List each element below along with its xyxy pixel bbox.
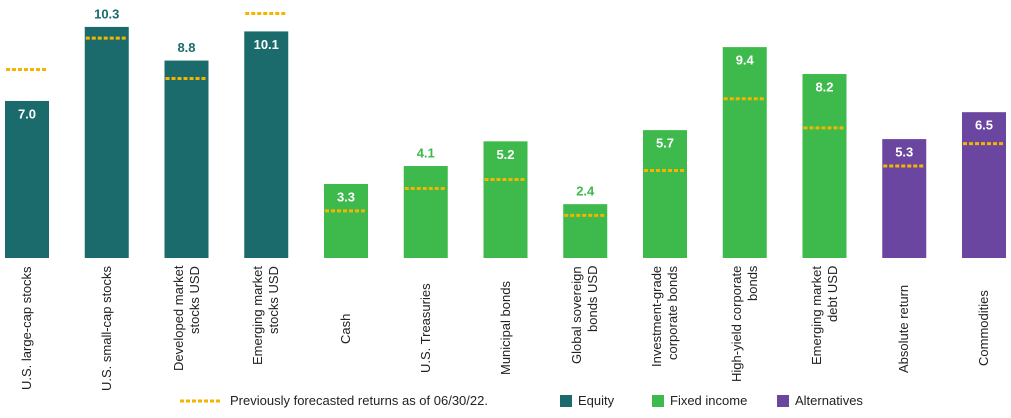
x-tick-label: High-yield corporate bonds xyxy=(728,266,760,383)
bar xyxy=(244,31,289,259)
x-tick-label: Absolute return xyxy=(896,284,912,373)
bar xyxy=(563,204,608,258)
legend-label: Fixed income xyxy=(670,393,748,408)
value-label: 7.0 xyxy=(18,106,36,121)
value-label: 10.1 xyxy=(254,37,279,52)
legend-swatch xyxy=(652,395,664,407)
legend-label: Equity xyxy=(578,393,615,408)
x-tick-label: Municipal bonds xyxy=(497,281,513,376)
value-label: 5.2 xyxy=(496,147,514,162)
bar xyxy=(722,47,767,259)
value-label: 4.1 xyxy=(417,145,435,160)
bar xyxy=(643,130,687,258)
bar xyxy=(84,26,129,259)
x-tick-label: Emerging market debt USD xyxy=(808,266,840,365)
value-label: 2.4 xyxy=(576,184,595,199)
x-tick-label: Commodities xyxy=(976,290,991,367)
bar xyxy=(483,141,528,258)
x-tick-label: U.S. large-cap stocks xyxy=(19,266,34,391)
legend-label: Alternatives xyxy=(795,393,863,408)
bar xyxy=(403,166,448,258)
value-label: 6.5 xyxy=(975,118,993,133)
x-tick-label: Emerging market stocks USD xyxy=(250,266,282,365)
x-tick-label: Developed market stocks USD xyxy=(170,266,202,372)
x-tick-label: Cash xyxy=(338,313,353,344)
value-label: 8.2 xyxy=(815,79,833,94)
bar xyxy=(802,74,847,258)
value-label: 3.3 xyxy=(337,189,355,204)
bar xyxy=(5,100,49,259)
bar xyxy=(962,112,1006,258)
legend-swatch xyxy=(777,395,789,407)
value-label: 5.7 xyxy=(656,136,674,151)
value-label: 10.3 xyxy=(94,6,119,21)
x-tick-label: Global sovereign bonds USD xyxy=(569,266,601,364)
value-label: 5.3 xyxy=(895,145,913,160)
legend-swatch xyxy=(560,395,572,407)
value-label: 9.4 xyxy=(736,53,755,68)
x-tick-label: U.S. small-cap stocks xyxy=(98,266,114,391)
bar xyxy=(164,60,209,258)
bar xyxy=(882,139,927,258)
legend-label: Previously forecasted returns as of 06/3… xyxy=(230,393,488,408)
x-tick-label: U.S. Treasuries xyxy=(417,283,433,374)
bar xyxy=(324,183,368,258)
value-label: 8.8 xyxy=(177,40,195,55)
x-tick-label: Investment-grade corporate bonds xyxy=(649,266,680,368)
